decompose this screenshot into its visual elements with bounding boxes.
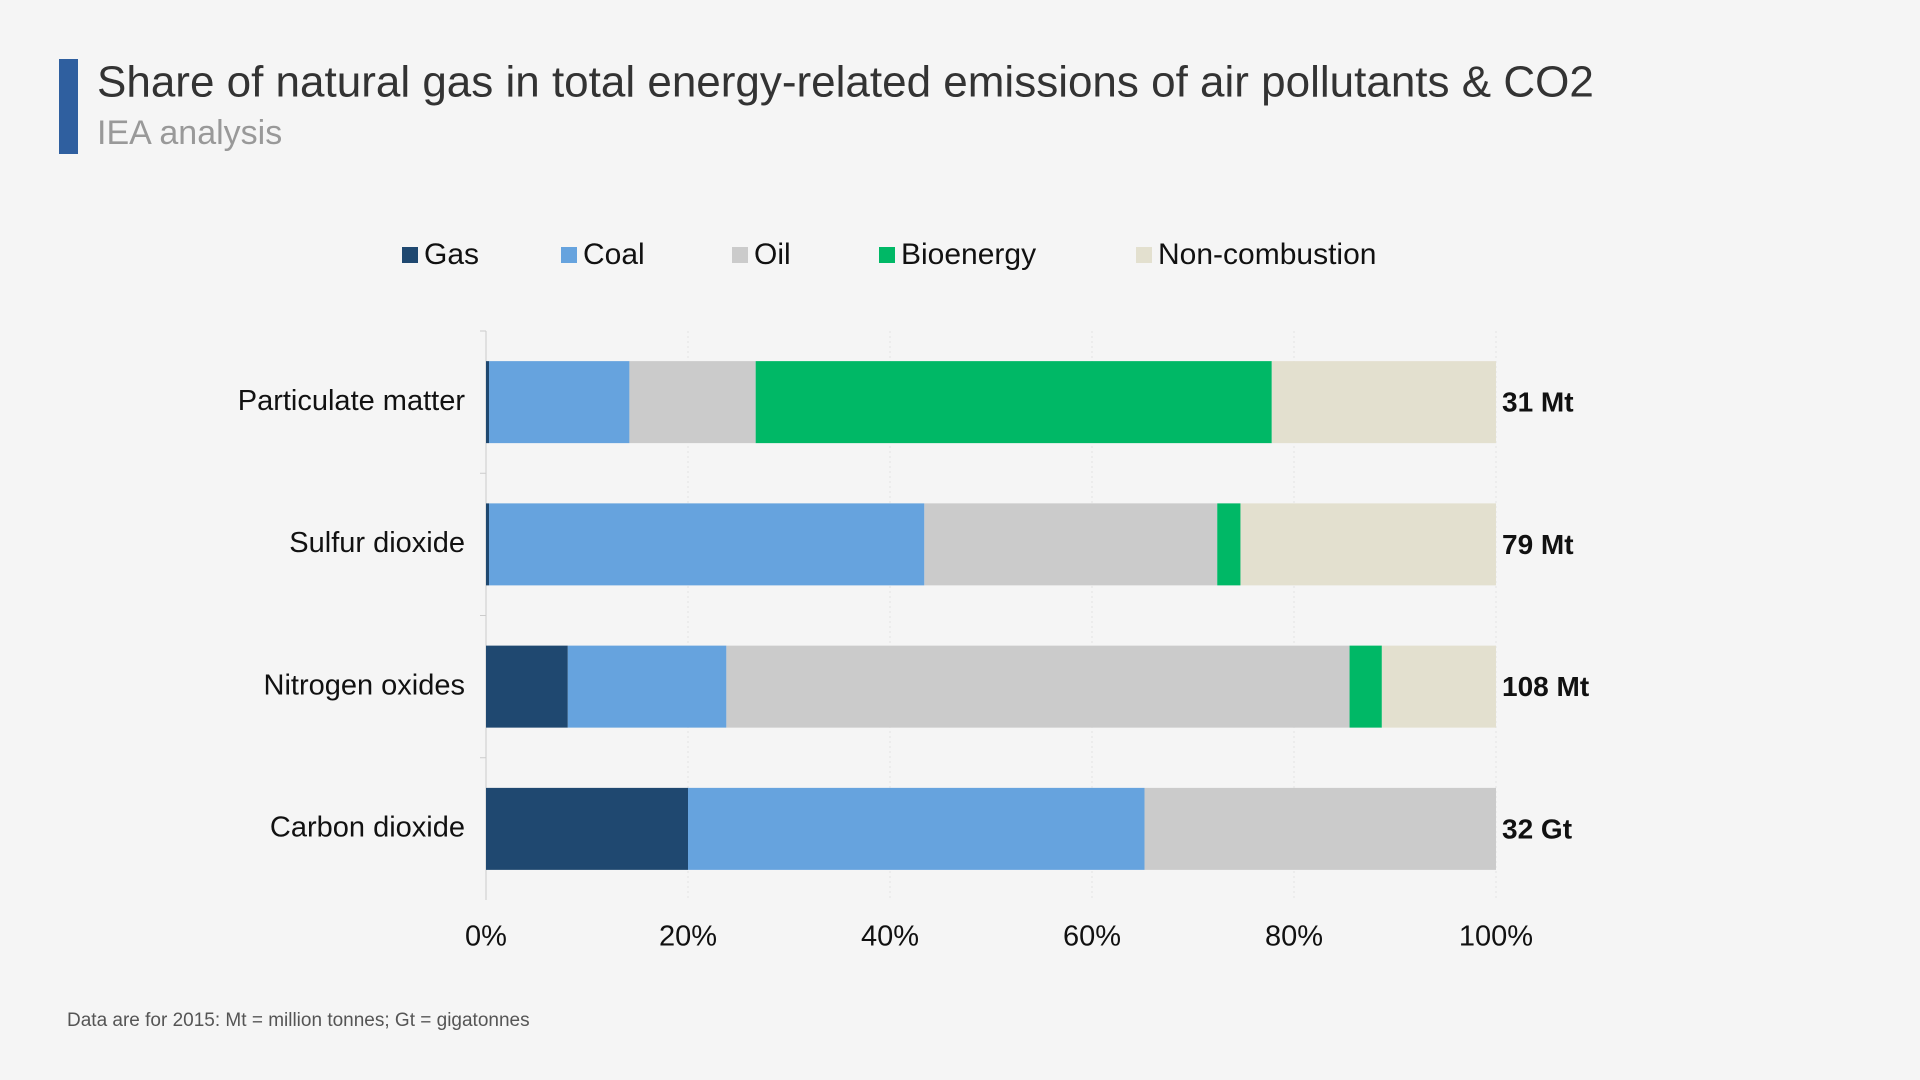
bar-segment bbox=[1144, 787, 1496, 870]
bar-segment bbox=[1240, 503, 1496, 586]
total-label: 32 Gt bbox=[1502, 813, 1572, 844]
bar-segment bbox=[1381, 645, 1496, 728]
bar-segment bbox=[924, 503, 1218, 586]
legend-label: Gas bbox=[424, 238, 479, 271]
bar-segment bbox=[1349, 645, 1382, 728]
chart-subtitle: IEA analysis bbox=[97, 114, 282, 152]
bar-segment bbox=[629, 361, 756, 444]
title-accent bbox=[59, 59, 78, 154]
bar-segment bbox=[486, 645, 568, 728]
bar-segment bbox=[486, 787, 688, 870]
x-tick-label: 80% bbox=[1265, 921, 1323, 953]
bar-segment bbox=[486, 503, 490, 586]
legend-label: Non-combustion bbox=[1158, 238, 1376, 271]
x-tick-label: 60% bbox=[1063, 921, 1121, 953]
bar-segment bbox=[1271, 361, 1496, 444]
bar-segment bbox=[688, 787, 1145, 870]
y-tick-label: Nitrogen oxides bbox=[264, 669, 466, 701]
y-tick-label: Sulfur dioxide bbox=[289, 527, 465, 559]
legend-swatch bbox=[732, 247, 748, 263]
bar-segment bbox=[489, 503, 925, 586]
legend-swatch bbox=[879, 247, 895, 263]
bar-segment bbox=[1217, 503, 1241, 586]
total-label: 79 Mt bbox=[1502, 529, 1574, 560]
x-tick-label: 0% bbox=[465, 921, 507, 953]
x-tick-label: 20% bbox=[659, 921, 717, 953]
legend-swatch bbox=[1136, 247, 1152, 263]
bar-segment bbox=[567, 645, 727, 728]
bar-segment bbox=[489, 361, 630, 444]
y-tick-label: Carbon dioxide bbox=[270, 812, 465, 844]
legend-label: Oil bbox=[754, 238, 791, 271]
footnote: Data are for 2015: Mt = million tonnes; … bbox=[67, 1010, 530, 1031]
bar-segment bbox=[486, 361, 490, 444]
chart-title: Share of natural gas in total energy-rel… bbox=[97, 58, 1594, 107]
total-label: 108 Mt bbox=[1502, 671, 1589, 702]
legend-label: Coal bbox=[583, 238, 645, 271]
legend-swatch bbox=[561, 247, 577, 263]
total-label: 31 Mt bbox=[1502, 387, 1574, 418]
legend-swatch bbox=[402, 247, 418, 263]
bar-segment bbox=[726, 645, 1350, 728]
bar-segment bbox=[755, 361, 1272, 444]
legend-label: Bioenergy bbox=[901, 238, 1036, 271]
x-tick-label: 40% bbox=[861, 921, 919, 953]
y-tick-label: Particulate matter bbox=[238, 385, 466, 417]
x-tick-label: 100% bbox=[1459, 921, 1533, 953]
